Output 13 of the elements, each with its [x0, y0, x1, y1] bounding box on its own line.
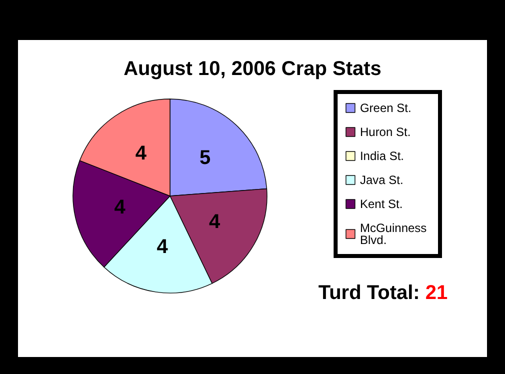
legend-label: Green St.	[360, 101, 412, 115]
data-label: 5	[199, 147, 211, 170]
legend-label: Huron St.	[360, 125, 411, 139]
legend-label: Kent St.	[360, 197, 403, 211]
legend-label: McGuinness Blvd.	[360, 221, 430, 247]
data-label: 4	[156, 236, 169, 258]
legend-label: Java St.	[360, 173, 404, 187]
legend-label: India St.	[360, 149, 404, 163]
text: Turd Total: 21	[318, 282, 448, 304]
data-label: 4	[209, 210, 222, 233]
data-label: 4	[135, 142, 148, 164]
chart-title: August 10, 2006 Crap Stats	[124, 58, 382, 80]
data-label: 4	[114, 196, 126, 218]
